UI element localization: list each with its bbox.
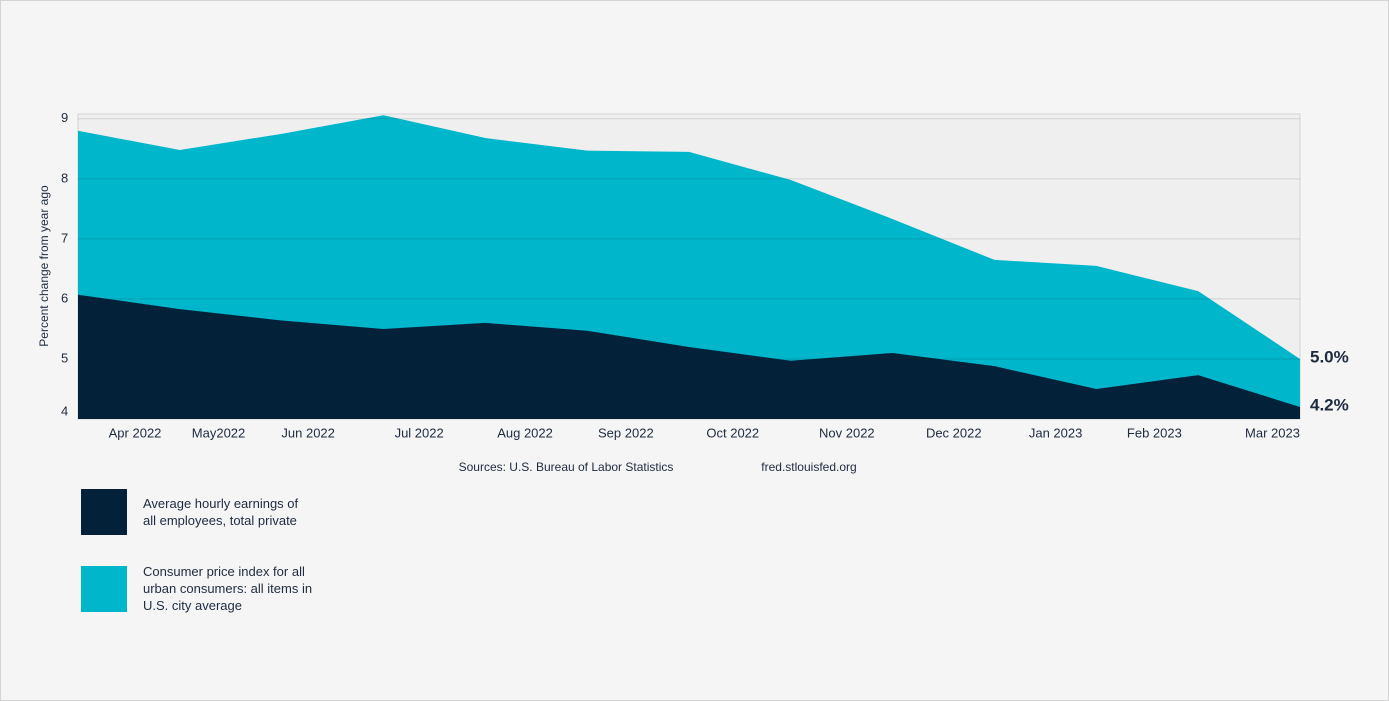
legend-label: Consumer price index for all urban consu… (143, 564, 313, 613)
legend-swatch (81, 565, 127, 612)
x-tick-label: Sep 2022 (598, 425, 654, 440)
y-tick-label: 9 (61, 110, 68, 125)
areas (78, 115, 1300, 419)
x-tick-label: Jan 2023 (1029, 425, 1083, 440)
value-label: 4.2% (1310, 395, 1349, 414)
value-label: 5.0% (1310, 347, 1349, 366)
x-tick-label: Dec 2022 (926, 425, 982, 440)
x-tick-label: May2022 (192, 425, 245, 440)
source: Sources: U.S. Bureau of Labor Statistics (459, 460, 674, 474)
site: fred.stlouisfed.org (761, 460, 856, 474)
y-axis-title: Percent change from year ago (37, 185, 51, 347)
y-tick-label: 4 (61, 403, 68, 418)
y-tick-label: 8 (61, 170, 68, 185)
x-tick-label: Mar 2023 (1245, 425, 1300, 440)
legend-label: Average hourly earnings of all employees… (143, 496, 299, 528)
grid (78, 118, 1300, 360)
legend-swatch (81, 489, 127, 535)
area (78, 294, 1300, 419)
x-tick-label: Apr 2022 (109, 425, 162, 440)
legend-item: Consumer price index for all urban consu… (81, 563, 313, 614)
y-tick-label: 7 (61, 230, 68, 245)
y-tick-label: 6 (61, 290, 68, 305)
legend-item: Average hourly earnings of all employees… (81, 489, 313, 535)
x-tick-label: Jul 2022 (395, 425, 444, 440)
y-tick-label: 5 (61, 350, 68, 365)
x-tick-label: Jun 2022 (281, 425, 335, 440)
x-tick-label: Aug 2022 (497, 425, 553, 440)
x-tick-label: Feb 2023 (1127, 425, 1182, 440)
x-tick-label: Oct 2022 (706, 425, 759, 440)
x-tick-label: Nov 2022 (819, 425, 875, 440)
